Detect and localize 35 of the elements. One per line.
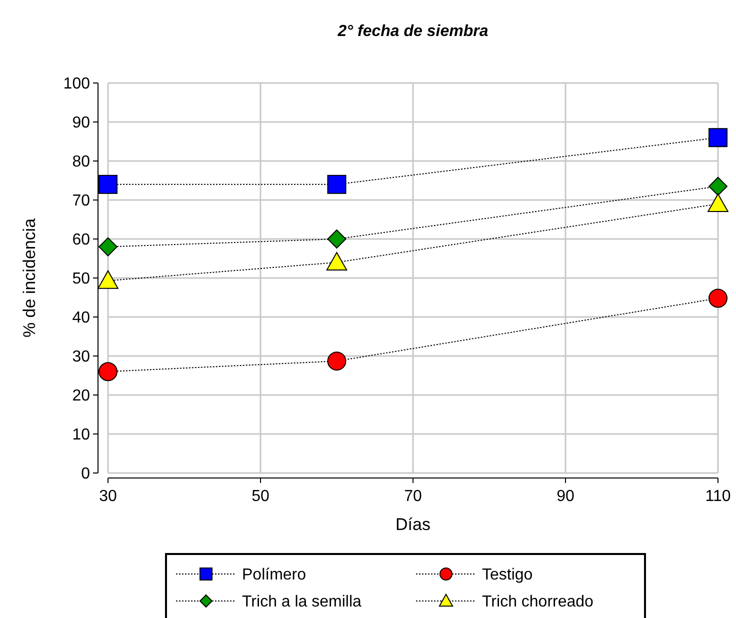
y-axis-title: % de incidencia: [20, 218, 39, 338]
point: [327, 352, 346, 371]
y-tick-label: 40: [72, 310, 90, 327]
y-tick-label: 80: [72, 154, 90, 171]
y-tick-label: 0: [81, 466, 90, 483]
point: [98, 237, 118, 256]
x-tick-label: 110: [705, 488, 731, 505]
y-tick-label: 60: [72, 232, 90, 249]
point: [708, 128, 728, 148]
point: [98, 362, 118, 382]
point: [327, 230, 346, 248]
legend-label: Trich a la semilla: [242, 594, 362, 611]
y-tick-label: 20: [72, 388, 90, 405]
legend-label: Testigo: [482, 566, 533, 584]
point: [708, 288, 728, 308]
y-tick-label: 50: [72, 270, 90, 288]
point: [708, 176, 728, 196]
y-tick-label: 100: [63, 76, 90, 93]
y-tick-label: 70: [72, 192, 90, 210]
point: [326, 252, 348, 271]
point: [708, 194, 728, 212]
x-tick-label: 70: [404, 488, 422, 505]
x-tick-label: 50: [252, 488, 270, 505]
point: [98, 270, 118, 289]
x-tick-label: 90: [556, 488, 574, 505]
point: [98, 174, 118, 194]
x-tick-label: 30: [99, 488, 117, 505]
y-tick-label: 10: [72, 426, 90, 444]
y-tick-label: 90: [72, 114, 90, 132]
y-tick-label: 30: [72, 348, 90, 366]
legend-label: Polímero: [242, 566, 306, 584]
chart-title: 2° fecha de siembra: [336, 23, 488, 40]
legend-label: Trich chorreado: [482, 594, 594, 611]
point: [327, 174, 346, 194]
x-axis-title: Días: [396, 515, 430, 534]
